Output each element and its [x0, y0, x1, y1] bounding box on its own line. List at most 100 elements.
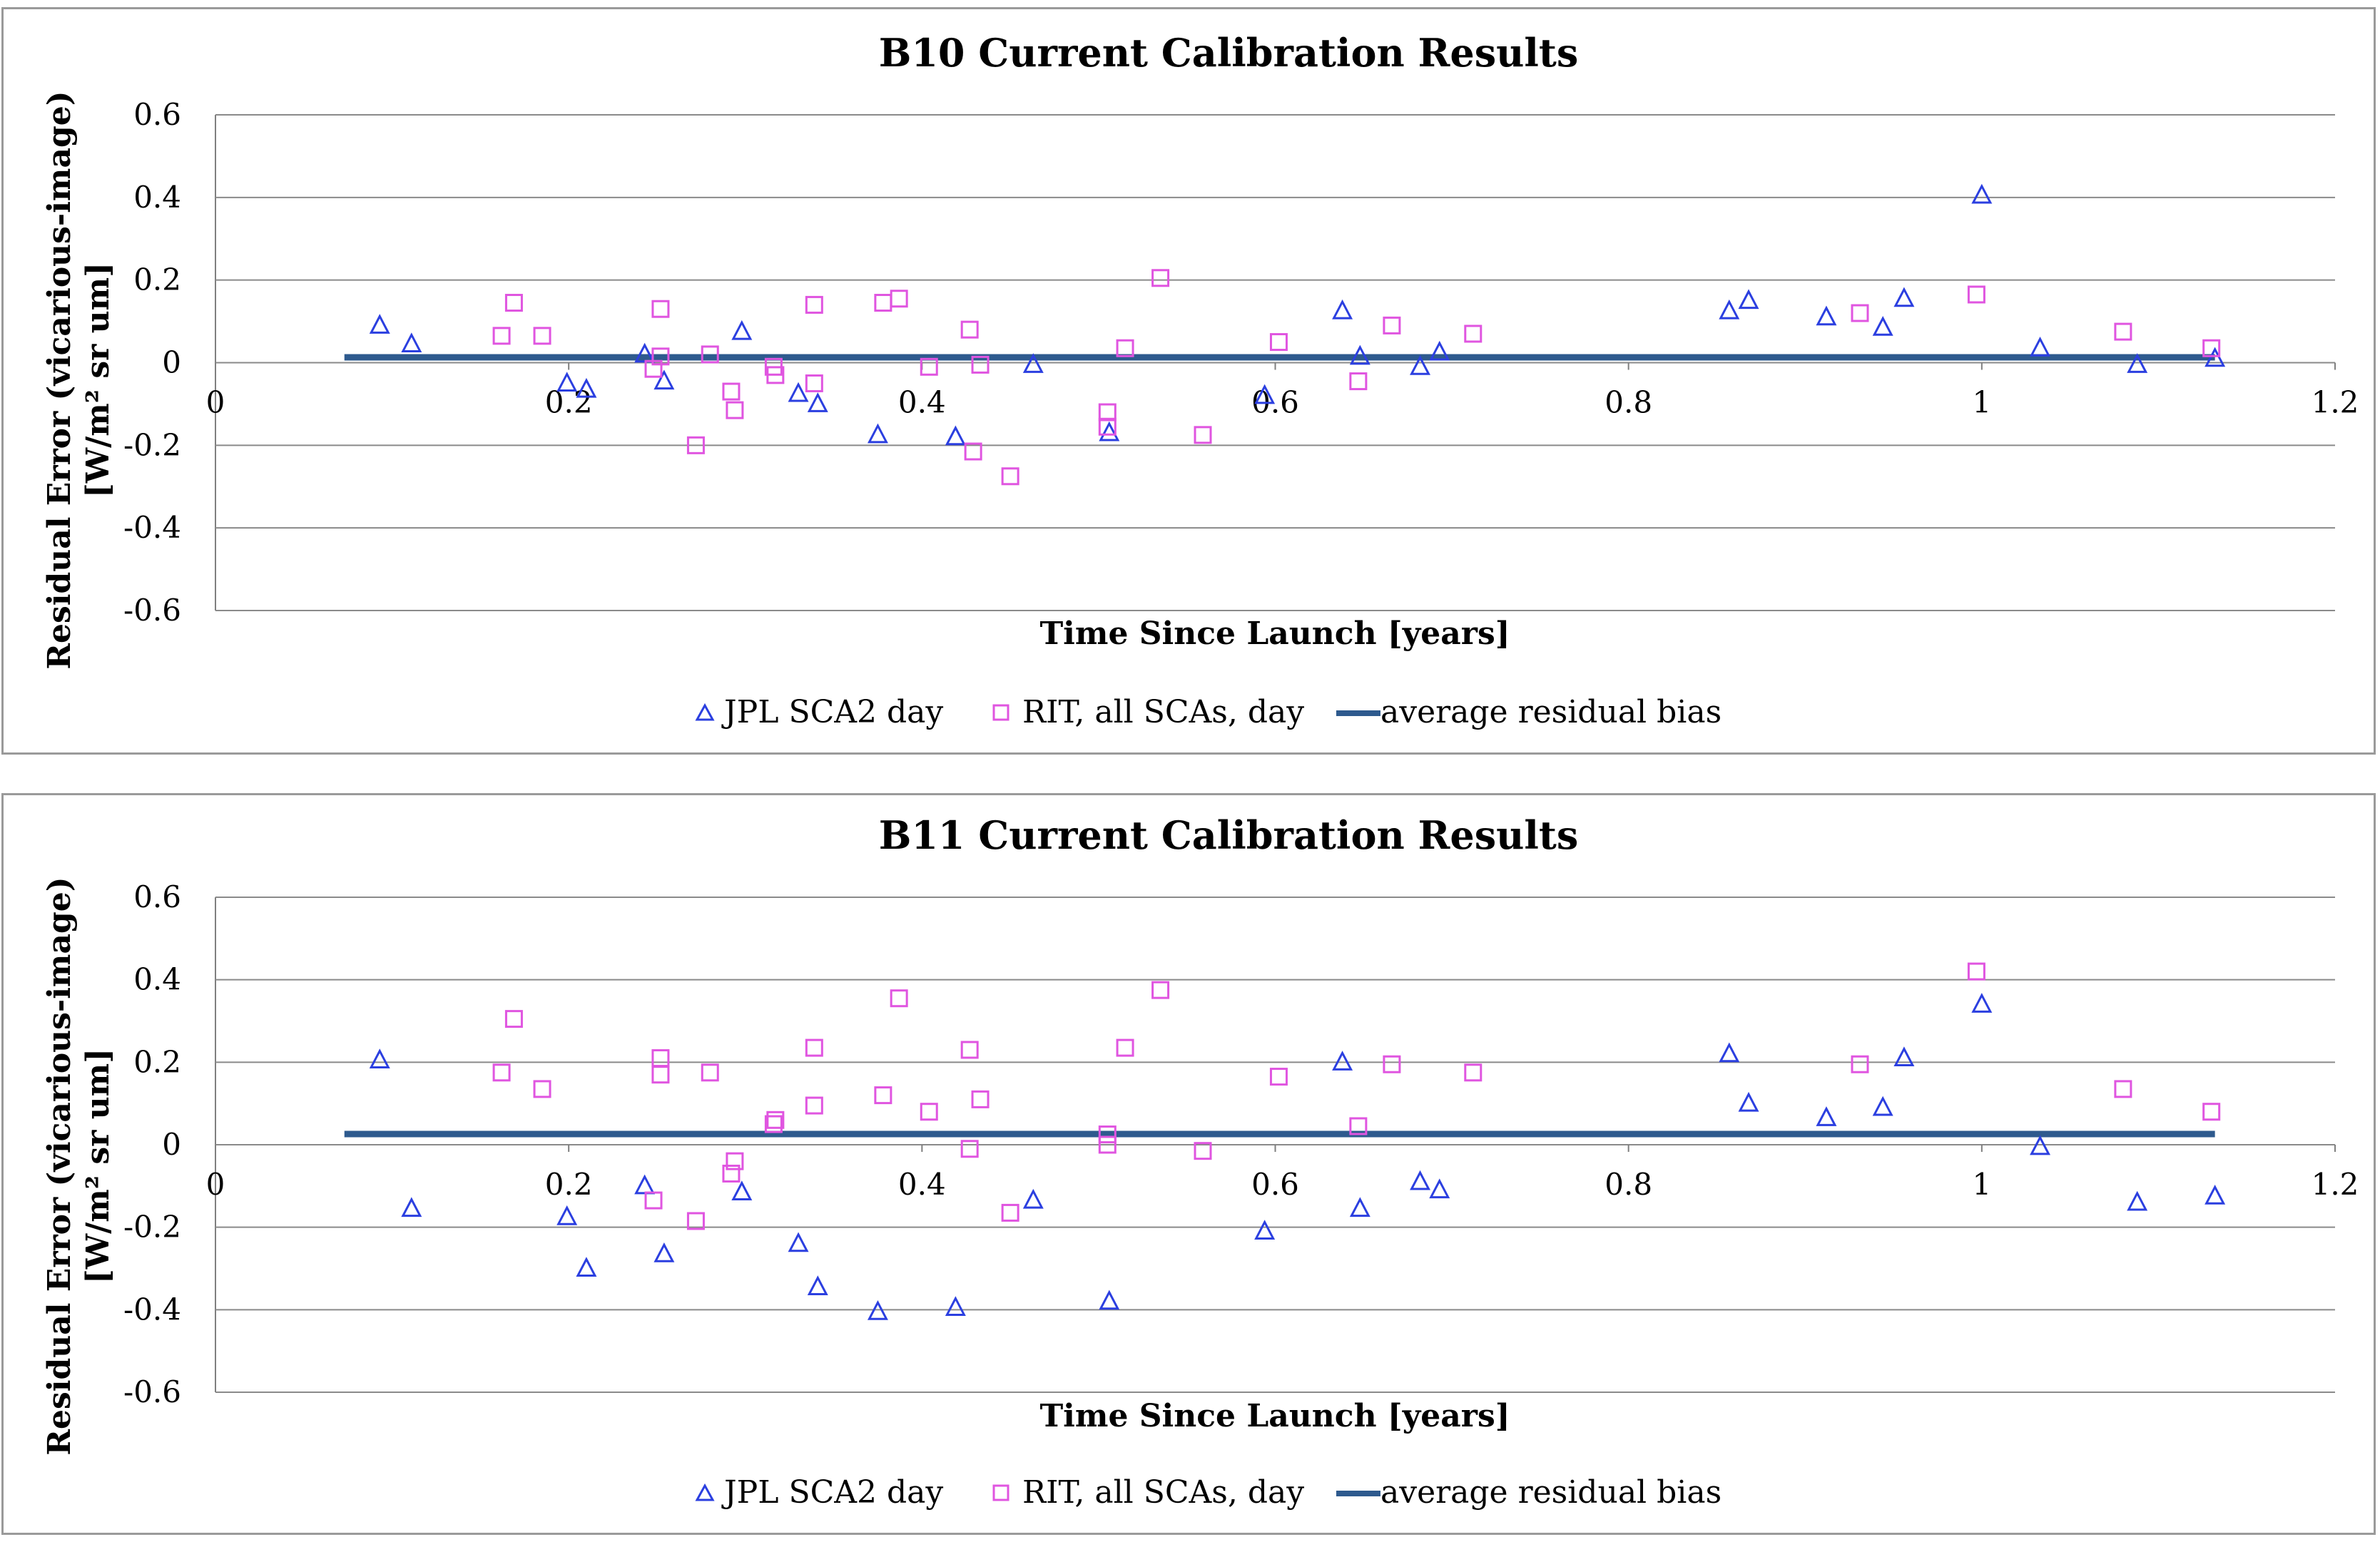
- rit-point: [1116, 1038, 1134, 1057]
- rit-point: [1851, 304, 1869, 322]
- x-tick-labels: 0 0.2 0.4 0.6 0.8 1 1.2: [206, 1167, 2359, 1202]
- legend-label-jpl: JPL SCA2 day: [721, 1474, 943, 1511]
- legend-square-icon: [992, 1484, 1010, 1501]
- jpl-point: [807, 392, 828, 412]
- rit-point: [890, 290, 908, 308]
- rit-point: [504, 294, 523, 312]
- rit-point: [2202, 1103, 2221, 1121]
- rit-point: [805, 1038, 823, 1057]
- y-tick-label: 0.6: [133, 97, 181, 132]
- rit-point: [971, 355, 990, 374]
- x-tick-label: 1: [1972, 1167, 1991, 1202]
- rit-point: [1001, 467, 1019, 486]
- y-tick-label: -0.4: [123, 510, 181, 545]
- rit-point: [701, 1063, 719, 1082]
- jpl-point: [576, 377, 597, 398]
- rit-point: [722, 1164, 741, 1183]
- jpl-point: [1971, 183, 1993, 204]
- rit-point: [964, 442, 982, 461]
- rit-point: [1464, 1063, 1483, 1082]
- legend-label-rit: RIT, all SCAs, day: [1022, 1474, 1304, 1511]
- y-tick-label: -0.6: [123, 1374, 181, 1409]
- rit-point: [2114, 322, 2132, 341]
- marker-layer: [369, 962, 2226, 1320]
- y-tick-label: -0.2: [123, 1210, 181, 1245]
- jpl-point: [2204, 1185, 2226, 1205]
- chart-b10: B10 Current Calibration Results -0.6 -0.4…: [41, 30, 2359, 730]
- y-axis-label-line2: [W/m² sr um]: [80, 1048, 116, 1284]
- jpl-point: [1429, 340, 1450, 361]
- rit-point: [1851, 1055, 1869, 1073]
- jpl-point: [2030, 336, 2051, 357]
- rit-point: [492, 327, 511, 345]
- y-tick-labels: -0.6 -0.4 -0.2 0 0.2 0.4 0.6: [123, 97, 181, 628]
- rit-point: [1383, 1055, 1401, 1073]
- rit-point: [805, 295, 823, 314]
- chart-panel-b11: B11 Current Calibration Results -0.6 -0.4…: [1, 793, 2376, 1535]
- rit-point: [1194, 1142, 1212, 1160]
- jpl-point: [1719, 299, 1740, 320]
- rit-point: [874, 1086, 892, 1105]
- y-tick-label: 0.6: [133, 879, 181, 914]
- jpl-point: [654, 369, 675, 390]
- jpl-point: [576, 1257, 597, 1277]
- y-tick-label: 0: [162, 345, 181, 380]
- rit-point: [960, 320, 979, 339]
- x-tick-label: 0: [206, 385, 225, 420]
- x-tick-label: 1: [1972, 385, 1991, 420]
- y-tick-labels: -0.6 -0.4 -0.2 0 0.2 0.4 0.6: [123, 879, 181, 1409]
- x-tick-labels: 0 0.2 0.4 0.6 0.8 1 1.2: [206, 385, 2359, 420]
- rit-point: [874, 294, 892, 312]
- rit-point: [651, 1049, 670, 1068]
- rit-point: [1967, 285, 1985, 304]
- rit-point: [971, 1090, 990, 1108]
- rit-point: [492, 1063, 511, 1082]
- jpl-point: [1971, 993, 1993, 1013]
- rit-point: [701, 345, 719, 364]
- y-tick-label: 0.2: [133, 262, 181, 297]
- jpl-point: [2030, 1135, 2051, 1155]
- legend: JPL SCA2 day RIT, all SCAs, day average …: [695, 1474, 1722, 1511]
- y-axis-label: Residual Error (vicarious-image) [W/m² s…: [41, 877, 116, 1455]
- jpl-point: [1022, 1188, 1044, 1209]
- rit-point: [1116, 339, 1134, 357]
- x-tick-label: 1.2: [2312, 1167, 2359, 1202]
- jpl-point: [556, 372, 578, 392]
- x-tick-label: 0.8: [1605, 1167, 1652, 1202]
- rit-point: [766, 366, 785, 384]
- legend-label-bias: average residual bias: [1380, 1474, 1722, 1511]
- jpl-point: [731, 320, 753, 340]
- grid-lines: [215, 114, 2336, 611]
- jpl-point: [867, 1300, 888, 1320]
- rit-point: [533, 327, 551, 345]
- jpl-point: [1254, 1220, 1276, 1240]
- jpl-point: [788, 382, 809, 402]
- jpl-point: [401, 1197, 422, 1217]
- x-tick-label: 0.8: [1605, 385, 1652, 420]
- jpl-point: [1872, 1096, 1893, 1116]
- y-tick-label: 0: [162, 1127, 181, 1162]
- y-axis-label-line1: Residual Error (vicarious-image): [41, 877, 78, 1455]
- rit-point: [805, 1096, 823, 1115]
- legend-square-icon: [992, 704, 1010, 721]
- rit-point: [920, 1103, 938, 1121]
- chart-title: B11 Current Calibration Results: [879, 812, 1579, 858]
- y-tick-label: 0.4: [133, 962, 181, 997]
- jpl-point: [1099, 1290, 1120, 1310]
- jpl-point: [1816, 305, 1837, 326]
- jpl-point: [1872, 316, 1893, 336]
- jpl-point: [807, 1275, 828, 1296]
- x-tick-label: 1.2: [2312, 385, 2359, 420]
- jpl-point: [867, 423, 888, 444]
- jpl-point: [2204, 347, 2226, 367]
- rit-point: [1967, 962, 1985, 981]
- chart-panel-b10: B10 Current Calibration Results -0.6 -0.4…: [1, 7, 2376, 755]
- rit-point: [920, 357, 938, 376]
- y-tick-label: -0.4: [123, 1292, 181, 1327]
- jpl-point: [1332, 299, 1353, 320]
- jpl-point: [654, 1242, 675, 1262]
- rit-point: [1001, 1203, 1019, 1222]
- rit-point: [1098, 1135, 1117, 1154]
- jpl-point: [1349, 1197, 1370, 1217]
- rit-point: [805, 374, 823, 392]
